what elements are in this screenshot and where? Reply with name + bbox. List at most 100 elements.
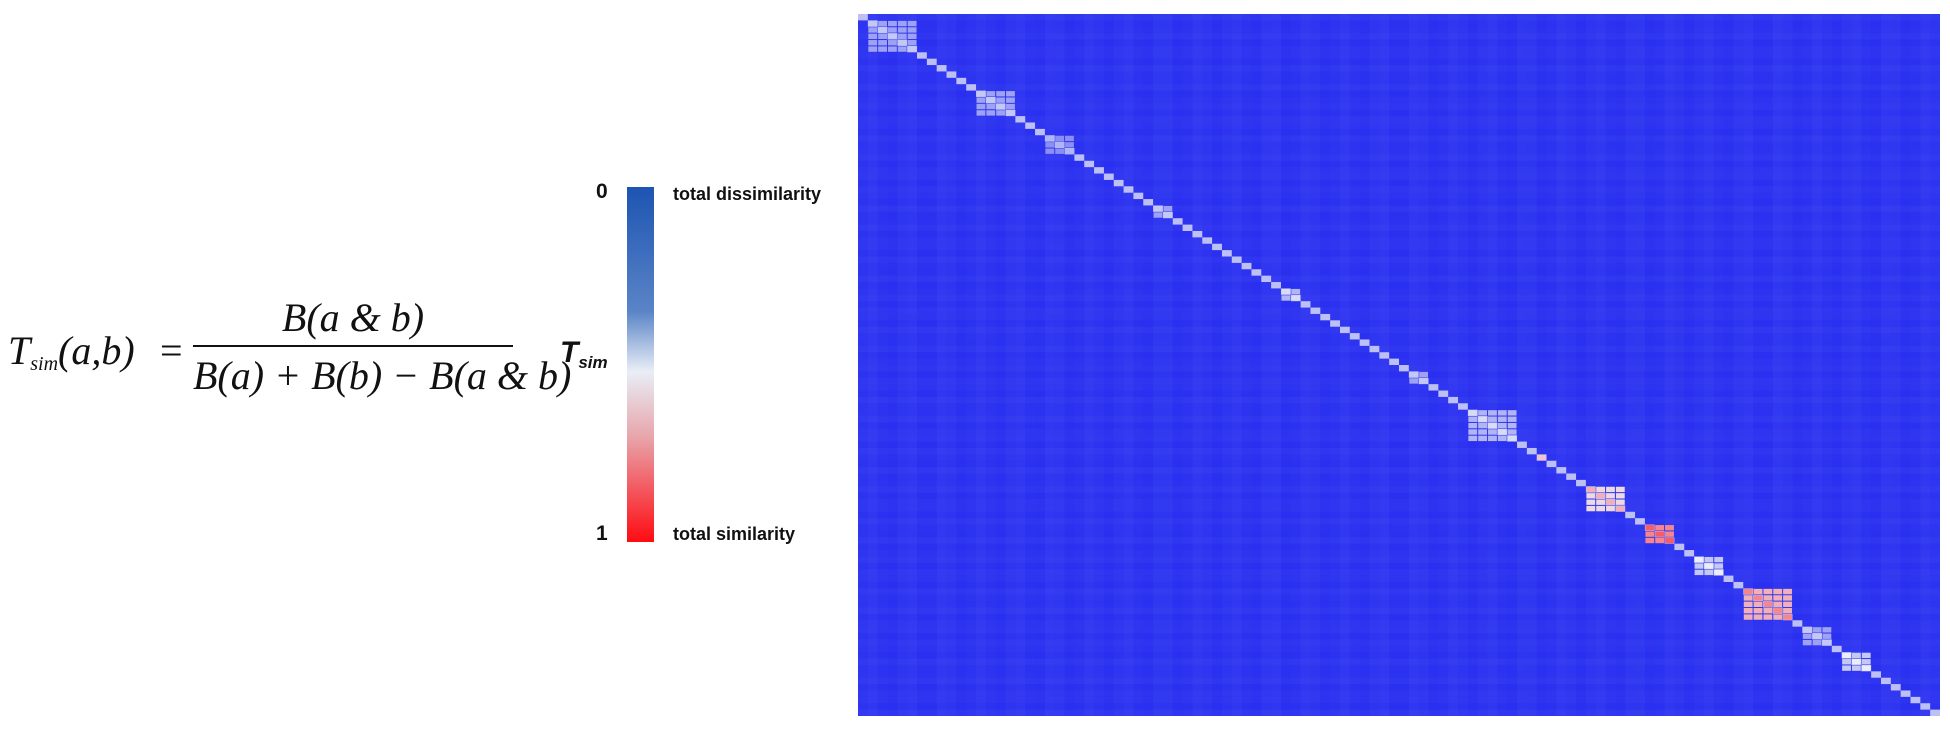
heatmap-cluster-cell xyxy=(1153,212,1163,218)
heatmap-cluster-cell xyxy=(868,46,878,52)
heatmap-cluster-cell xyxy=(1055,148,1065,154)
heatmap-diagonal-cell xyxy=(1182,224,1193,231)
heatmap-row-texture xyxy=(858,224,1940,231)
heatmap-diagonal-cell xyxy=(1251,269,1262,276)
heatmap-row-texture xyxy=(858,652,1940,658)
heatmap-column-texture xyxy=(1635,14,1645,716)
heatmap-column-texture xyxy=(1408,14,1419,716)
heatmap-row-texture xyxy=(858,396,1940,404)
heatmap-cluster-cell xyxy=(1497,416,1507,422)
heatmap-column-texture xyxy=(1487,14,1498,716)
heatmap-column-texture xyxy=(1782,14,1793,716)
heatmap-diagonal-cell xyxy=(1674,543,1685,551)
heatmap-column-texture xyxy=(1517,14,1527,716)
heatmap-cluster-cell xyxy=(986,110,996,116)
heatmap-cluster-cell xyxy=(897,40,907,46)
heatmap-cluster-cell xyxy=(1694,563,1704,569)
heatmap-cluster-cell xyxy=(1507,435,1517,442)
heatmap-cluster-cell xyxy=(1763,614,1773,620)
heatmap-column-texture xyxy=(1526,14,1537,716)
heatmap-diagonal-cell xyxy=(936,65,947,72)
heatmap-row-texture xyxy=(858,275,1940,283)
heatmap-column-texture xyxy=(1910,14,1920,716)
similarity-formula: Tsim(a,b) = B(a & b) B(a) + B(b) − B(a &… xyxy=(8,295,571,405)
heatmap-row-texture xyxy=(858,556,1940,563)
heatmap-cluster-cell xyxy=(1753,588,1763,595)
heatmap-diagonal-cell xyxy=(1241,262,1252,270)
heatmap-column-texture xyxy=(1703,14,1714,716)
heatmap-diagonal-cell xyxy=(1369,345,1380,353)
heatmap-column-texture xyxy=(976,14,986,716)
heatmap-row-texture xyxy=(858,684,1940,690)
heatmap-diagonal-cell xyxy=(1556,467,1567,474)
heatmap-cluster-cell xyxy=(1694,556,1704,563)
heatmap-diagonal-cell xyxy=(1880,677,1891,685)
heatmap-cluster-cell xyxy=(1291,288,1301,295)
formula-subscript: sim xyxy=(30,353,59,375)
heatmap-row-texture xyxy=(858,690,1940,697)
heatmap-cluster-cell xyxy=(1704,556,1714,563)
heatmap-row-texture xyxy=(858,696,1940,704)
heatmap-column-texture xyxy=(1448,14,1459,716)
heatmap-column-texture xyxy=(907,14,918,716)
heatmap-diagonal-cell xyxy=(1517,441,1527,448)
heatmap-diagonal-cell xyxy=(1576,479,1586,487)
heatmap-row-texture xyxy=(858,447,1940,455)
heatmap-column-texture xyxy=(1802,14,1812,716)
heatmap-column-texture xyxy=(1231,14,1242,716)
heatmap-row-texture xyxy=(858,52,1940,59)
heatmap-cluster-cell xyxy=(1714,569,1724,576)
heatmap-cluster-cell xyxy=(1291,295,1301,301)
heatmap-row-texture xyxy=(858,45,1940,53)
heatmap-row-texture xyxy=(858,377,1940,385)
heatmap-column-texture xyxy=(1556,14,1567,716)
heatmap-column-texture xyxy=(1822,14,1832,716)
heatmap-cluster-cell xyxy=(996,110,1006,116)
heatmap-row-texture xyxy=(858,135,1940,142)
heatmap-column-texture xyxy=(1595,14,1606,716)
heatmap-cluster-cell xyxy=(1045,142,1055,148)
heatmap-cluster-cell xyxy=(1163,212,1173,218)
heatmap-diagonal-cell xyxy=(858,14,868,21)
heatmap-row-texture xyxy=(858,709,1940,716)
heatmap-cluster-cell xyxy=(868,27,878,33)
heatmap-cluster-cell xyxy=(1704,569,1714,576)
heatmap-column-texture xyxy=(1920,14,1931,716)
heatmap-diagonal-cell xyxy=(1448,396,1459,404)
heatmap-cluster-cell xyxy=(1006,97,1015,103)
heatmap-column-texture xyxy=(1044,14,1055,716)
heatmap-cluster-cell xyxy=(1615,505,1625,512)
heatmap-row-texture xyxy=(858,416,1940,423)
heatmap-diagonal-cell xyxy=(1635,518,1645,525)
colorbar-label-top: total dissimilarity xyxy=(673,184,822,204)
heatmap-cluster-cell xyxy=(1497,429,1507,435)
heatmap-diagonal-cell xyxy=(1074,154,1085,161)
heatmap-cluster-cell xyxy=(897,33,907,40)
heatmap-cluster-cell xyxy=(1055,135,1065,142)
colorbar-tick-bottom: 1 xyxy=(596,522,608,545)
heatmap-cluster-cell xyxy=(1822,633,1832,639)
heatmap-cluster-cell xyxy=(1704,563,1714,569)
heatmap-diagonal-cell xyxy=(1261,275,1272,283)
heatmap-column-texture xyxy=(1664,14,1675,716)
heatmap-cluster-cell xyxy=(1488,422,1497,429)
heatmap-cluster-cell xyxy=(1783,608,1792,614)
heatmap-column-texture xyxy=(1005,14,1016,716)
heatmap-diagonal-cell xyxy=(1428,384,1439,391)
heatmap-cluster-cell xyxy=(1665,525,1674,531)
heatmap-cluster-cell xyxy=(1842,665,1851,671)
heatmap-row-texture xyxy=(858,646,1940,652)
heatmap-cluster-cell xyxy=(1537,454,1547,461)
colorbar-tick-top: 0 xyxy=(596,180,608,203)
heatmap-row-texture xyxy=(858,639,1940,646)
heatmap-cluster-cell xyxy=(1586,499,1596,505)
heatmap-column-texture xyxy=(1015,14,1026,716)
heatmap-cluster-cell xyxy=(1468,422,1478,429)
colorbar-title-sub: sim xyxy=(578,353,608,372)
heatmap-row-texture xyxy=(858,243,1940,251)
heatmap-row-texture xyxy=(858,65,1940,72)
heatmap-cluster-cell xyxy=(1468,435,1478,442)
heatmap-row-texture xyxy=(858,294,1940,302)
heatmap-diagonal-cell xyxy=(1212,243,1222,251)
heatmap-diagonal-cell xyxy=(1733,581,1744,589)
